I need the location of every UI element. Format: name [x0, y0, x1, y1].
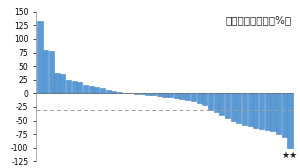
Bar — [242, 93, 247, 125]
Bar — [248, 93, 253, 126]
Bar — [254, 93, 259, 128]
Bar — [162, 93, 168, 97]
Bar — [202, 93, 207, 105]
Bar — [174, 93, 179, 98]
Bar — [117, 92, 122, 93]
Bar — [191, 93, 196, 101]
Bar — [134, 93, 139, 94]
Bar — [60, 74, 65, 93]
Bar — [265, 93, 270, 130]
Bar — [140, 93, 145, 94]
Bar — [106, 90, 111, 93]
Bar — [71, 81, 76, 93]
Bar — [214, 93, 219, 112]
Bar — [43, 50, 48, 93]
Bar — [77, 82, 82, 93]
Bar — [225, 93, 230, 118]
Bar — [55, 73, 60, 93]
Bar — [151, 93, 156, 95]
Text: 肿瘤最佳变化率（%）: 肿瘤最佳变化率（%） — [225, 15, 291, 25]
Bar — [282, 93, 287, 137]
Bar — [179, 93, 184, 99]
Bar — [83, 85, 88, 93]
Bar — [94, 87, 99, 93]
Bar — [111, 91, 116, 93]
Bar — [88, 86, 94, 93]
Bar — [270, 93, 275, 131]
Bar — [168, 93, 173, 97]
Bar — [276, 93, 281, 134]
Bar — [185, 93, 190, 100]
Text: ★★: ★★ — [282, 151, 298, 160]
Bar — [49, 51, 54, 93]
Bar — [236, 93, 242, 123]
Bar — [196, 93, 202, 103]
Bar — [146, 93, 151, 95]
Bar — [157, 93, 162, 96]
Bar — [259, 93, 264, 129]
Bar — [208, 93, 213, 110]
Bar — [287, 93, 292, 148]
Bar — [100, 88, 105, 93]
Bar — [38, 21, 43, 93]
Bar — [231, 93, 236, 120]
Bar — [219, 93, 224, 115]
Bar — [66, 80, 71, 93]
